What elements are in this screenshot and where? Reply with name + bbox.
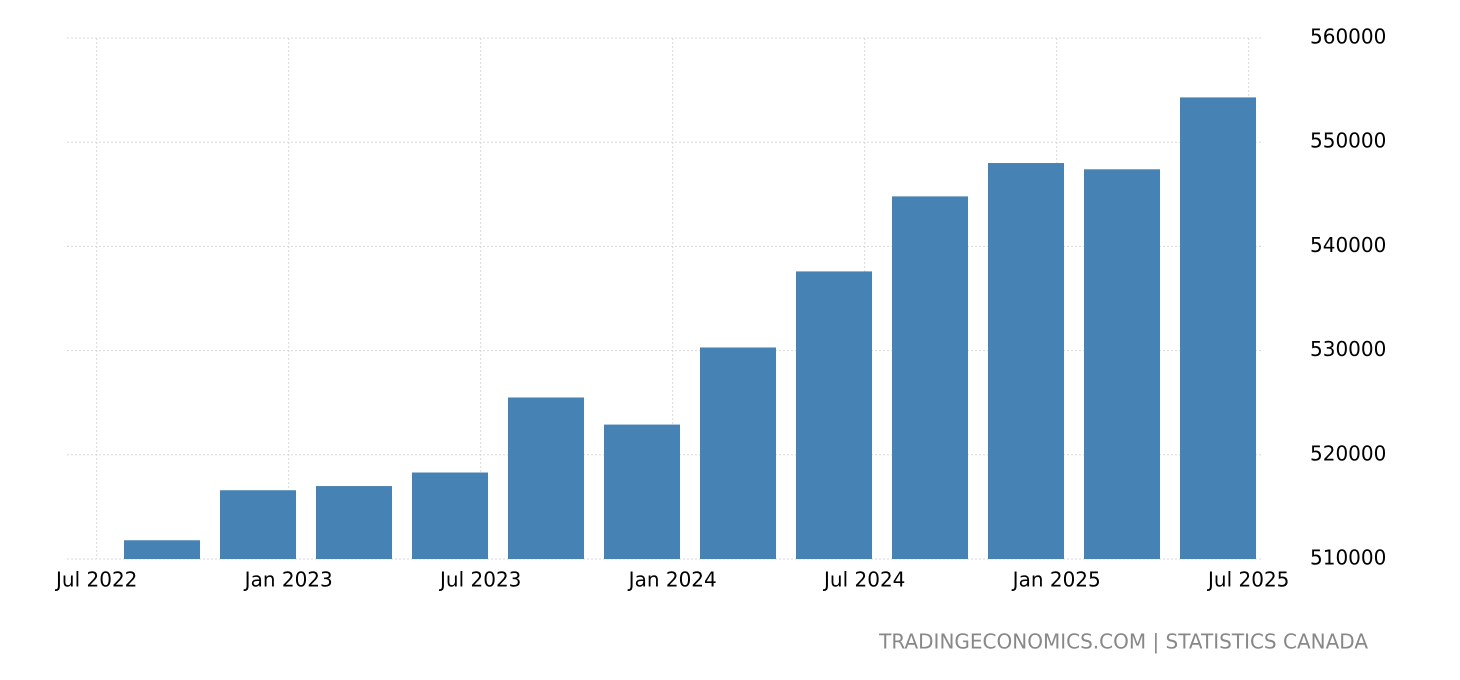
- bar: [604, 424, 680, 559]
- bar: [412, 472, 488, 559]
- source: TRADINGECONOMICS.COM | STATISTICS CANADA: [878, 630, 1368, 654]
- bar: [700, 347, 776, 559]
- y-tick-label: 530000: [1310, 337, 1386, 361]
- y-tick-label: 510000: [1310, 546, 1386, 570]
- bar: [892, 196, 968, 559]
- y-tick-label: 560000: [1310, 25, 1386, 49]
- x-tick-label: Jul 2022: [54, 568, 137, 592]
- bar: [1084, 169, 1160, 560]
- bar: [988, 163, 1064, 560]
- y-tick-label: 550000: [1310, 129, 1386, 153]
- y-tick-label: 520000: [1310, 441, 1386, 465]
- bar: [1180, 97, 1256, 560]
- bar: [316, 486, 392, 559]
- bar: [220, 490, 296, 559]
- bar: [508, 397, 584, 559]
- x-tick-label: Jan 2024: [627, 568, 717, 592]
- y-tick-label: 540000: [1310, 233, 1386, 257]
- x-tick-label: Jul 2025: [1206, 568, 1289, 592]
- x-tick-label: Jan 2025: [1011, 568, 1101, 592]
- x-tick-label: Jul 2023: [438, 568, 521, 592]
- bar: [796, 271, 872, 559]
- bar: [124, 540, 200, 559]
- x-tick-label: Jul 2024: [822, 568, 905, 592]
- x-tick-label: Jan 2023: [243, 568, 333, 592]
